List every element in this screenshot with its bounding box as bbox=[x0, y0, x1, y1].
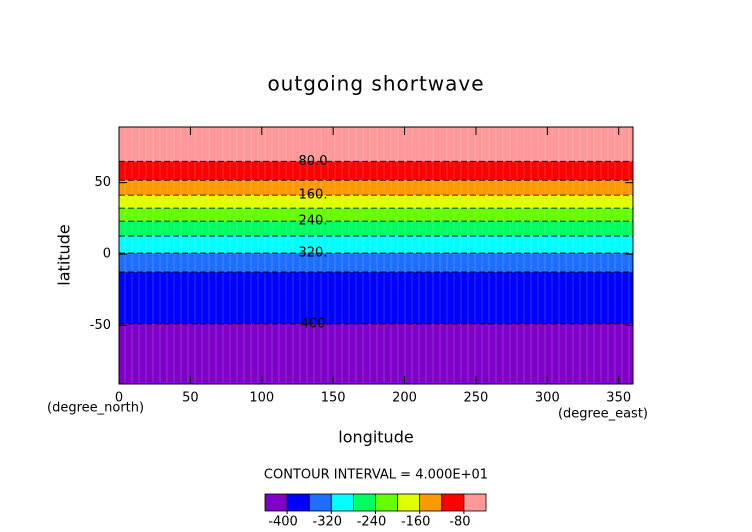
colorbar-box bbox=[397, 493, 421, 512]
x-tick-label: 250 bbox=[464, 391, 489, 406]
x-tick-label: 0 bbox=[115, 391, 123, 406]
contour-band bbox=[119, 208, 633, 222]
x-unit: (degree_east) bbox=[558, 407, 648, 422]
x-tick-label: 100 bbox=[249, 391, 274, 406]
contour-band bbox=[119, 127, 633, 162]
contour-band bbox=[119, 324, 633, 384]
contour-band bbox=[119, 195, 633, 209]
colorbar-box bbox=[286, 493, 310, 512]
x-axis-label: longitude bbox=[338, 428, 413, 447]
contour-band bbox=[119, 180, 633, 196]
y-tick-label: 0 bbox=[103, 247, 111, 262]
colorbar-label: -240 bbox=[357, 515, 387, 530]
y-unit: (degree_north) bbox=[47, 401, 144, 416]
contour-band bbox=[119, 161, 633, 181]
x-tick-label: 150 bbox=[321, 391, 346, 406]
y-tick-label: -50 bbox=[90, 318, 111, 333]
contour-band bbox=[119, 221, 633, 237]
contour-band bbox=[119, 272, 633, 325]
contour-label: 320. bbox=[299, 246, 328, 261]
y-tick-label: 50 bbox=[94, 175, 111, 190]
colorbar-label: -400 bbox=[268, 515, 298, 530]
contour-label: 400 bbox=[301, 317, 326, 332]
colorbar-box bbox=[419, 493, 443, 512]
contour-label: 160. bbox=[299, 188, 328, 203]
colorbar-box bbox=[264, 493, 288, 512]
colorbar-box bbox=[330, 493, 354, 512]
colorbar-box bbox=[375, 493, 399, 512]
contour-label: 240. bbox=[299, 214, 328, 229]
plot-frame bbox=[118, 126, 634, 385]
colorbar-box bbox=[308, 493, 332, 512]
contour-band bbox=[119, 236, 633, 254]
chart-title: outgoing shortwave bbox=[267, 72, 484, 96]
contour-label: 80.0 bbox=[299, 154, 328, 169]
contour-band bbox=[119, 253, 633, 273]
colorbar-label: -80 bbox=[449, 515, 470, 530]
colorbar-box bbox=[441, 493, 465, 512]
x-tick-label: 300 bbox=[535, 391, 560, 406]
colorbar-label: -320 bbox=[313, 515, 343, 530]
colorbar-label: -160 bbox=[401, 515, 431, 530]
x-tick-label: 50 bbox=[182, 391, 199, 406]
x-tick-label: 200 bbox=[392, 391, 417, 406]
x-tick-label: 350 bbox=[606, 391, 631, 406]
contour-interval: CONTOUR INTERVAL = 4.000E+01 bbox=[264, 468, 488, 483]
y-axis-label: latitude bbox=[55, 224, 74, 285]
colorbar-box bbox=[463, 493, 487, 512]
colorbar-box bbox=[352, 493, 376, 512]
